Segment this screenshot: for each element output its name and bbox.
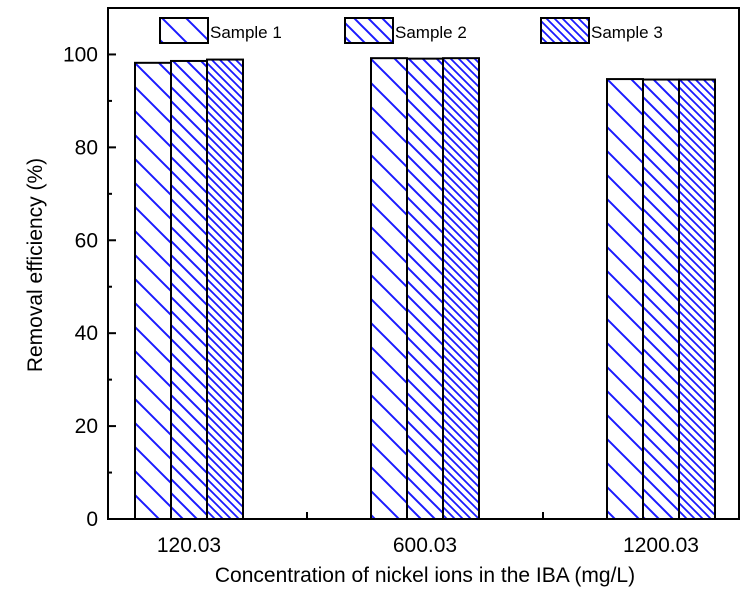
x-axis-label: Concentration of nickel ions in the IBA … [215,564,635,587]
legend-swatch-2 [344,17,394,44]
legend-swatch-3 [540,17,590,44]
plot-frame [107,7,740,520]
legend-swatch-1 [159,17,209,44]
bar-1-120.03 [134,61,172,520]
bar-3-1200.03 [678,78,716,520]
y-tick-label: 40 [75,322,98,345]
y-axis-label: Removal efficiency (%) [24,158,47,372]
legend-label-2: Sample 2 [395,23,467,42]
bar-1-1200.03 [606,78,644,521]
x-tick-label: 120.03 [157,534,221,557]
bar-3-600.03 [442,57,480,521]
bar-2-120.03 [170,59,208,520]
y-tick-label: 20 [75,415,98,438]
legend: Sample 1 Sample 2 Sample 3 [159,17,663,44]
y-tick-label: 0 [86,508,98,531]
bars-layer [134,57,716,521]
y-tick-label: 80 [75,136,98,159]
x-tick-label: 1200.03 [623,534,699,557]
bar-2-1200.03 [642,78,680,520]
bar-2-600.03 [406,57,444,520]
y-tick-label: 60 [75,229,98,252]
legend-label-3: Sample 3 [591,23,663,42]
axes-layer: 0 20 40 60 80 100 120.03 600.03 1200.03 [63,7,740,557]
y-tick-label: 100 [63,43,98,66]
bar-3-120.03 [206,58,244,520]
bar-1-600.03 [370,57,408,521]
legend-label-1: Sample 1 [210,23,282,42]
x-tick-label: 600.03 [393,534,457,557]
